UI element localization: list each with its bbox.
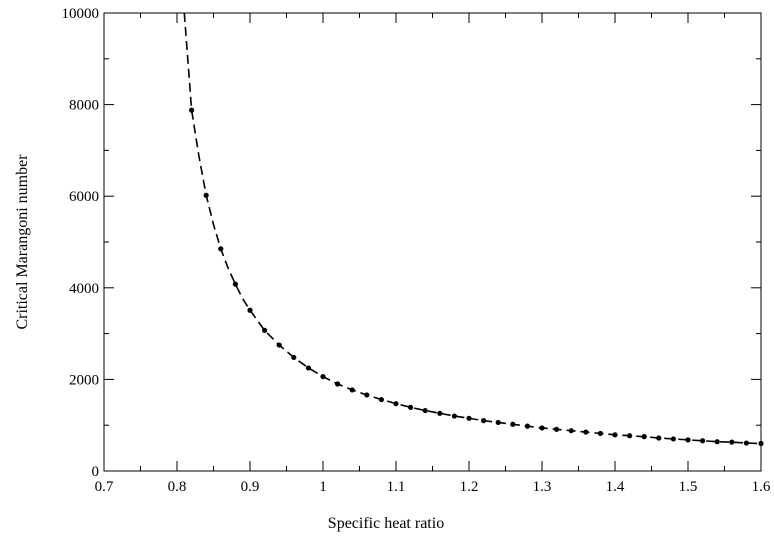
data-point-marker [729, 439, 735, 445]
data-point-marker [305, 365, 311, 371]
data-point-marker [612, 432, 618, 438]
data-point-marker [568, 428, 574, 434]
data-point-marker [408, 404, 414, 410]
data-point-marker [481, 418, 487, 424]
data-point-marker [743, 440, 750, 446]
data-point-marker [320, 374, 326, 380]
data-point-marker [554, 426, 560, 432]
data-point-marker [378, 396, 384, 403]
data-point-marker [466, 415, 472, 421]
x-tick-label: 0.7 [95, 479, 114, 495]
data-point-marker [232, 281, 238, 287]
x-tick-label: 1.4 [606, 479, 625, 495]
x-tick-label: 1.2 [460, 479, 479, 495]
data-point-marker [670, 436, 677, 442]
y-axis-title: Critical Marangoni number [14, 154, 31, 330]
data-point-marker [335, 381, 341, 387]
data-point-marker [349, 387, 355, 393]
data-point-marker [218, 246, 224, 252]
data-point-marker [524, 423, 531, 429]
y-tick-label: 10000 [62, 6, 100, 22]
x-tick-label: 1.5 [679, 479, 698, 495]
data-point-marker [276, 342, 282, 348]
data-point-marker [189, 107, 195, 113]
y-tick-label: 0 [92, 464, 100, 480]
dashed-fit-line [183, 12, 762, 445]
data-point-marker [451, 413, 457, 419]
plot-frame [103, 12, 762, 472]
data-point-marker [364, 392, 370, 398]
data-point-marker [685, 437, 691, 443]
x-tick-label: 0.8 [168, 479, 187, 495]
data-point-marker [656, 435, 662, 441]
x-tick-label: 0.9 [241, 479, 260, 495]
data-point-marker [714, 439, 720, 445]
x-axis-title: Specific heat ratio [328, 515, 444, 532]
x-tick-label: 1 [319, 479, 327, 495]
y-tick-label: 2000 [69, 372, 99, 388]
x-tick-label: 1.6 [752, 479, 771, 495]
data-point-marker [262, 327, 268, 333]
data-point-marker [597, 430, 604, 437]
x-tick-label: 1.1 [387, 479, 406, 495]
data-point-marker [510, 421, 516, 427]
data-point-marker [393, 401, 399, 407]
data-point-marker [583, 429, 589, 435]
y-tick-label: 6000 [69, 189, 99, 205]
data-point-marker [495, 419, 501, 426]
data-point-marker [422, 407, 428, 414]
tick-marks [103, 12, 762, 472]
y-tick-label: 4000 [69, 281, 99, 297]
data-point-marker [247, 307, 253, 313]
x-tick-label: 1.3 [533, 479, 552, 495]
data-point-marker [291, 354, 297, 361]
data-point-marker [627, 433, 633, 439]
data-point-marker [437, 410, 443, 416]
plot-series [183, 12, 764, 447]
y-tick-label: 8000 [69, 98, 99, 114]
data-point-marker [641, 434, 647, 440]
data-point-marker [539, 425, 545, 431]
tick-labels: 0.7 0.8 0.9 1 1.1 1.2 1.3 1.4 1.5 1.6 0 2000 4000 600… [62, 6, 771, 495]
data-point-marker [700, 438, 706, 444]
data-point-marker [203, 192, 209, 198]
